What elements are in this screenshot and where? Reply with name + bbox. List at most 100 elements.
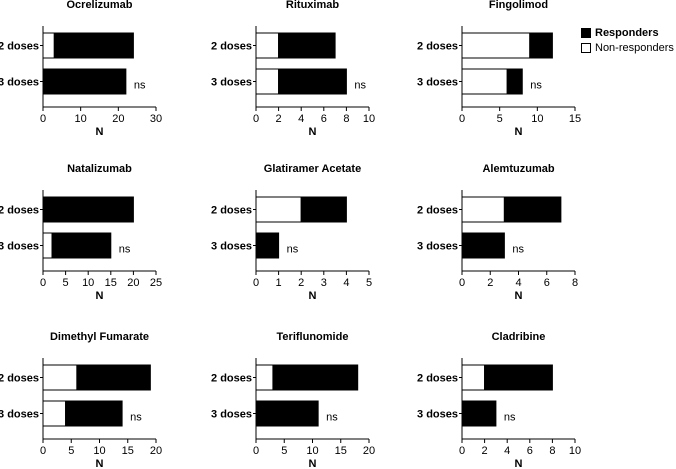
x-axis-label: N bbox=[515, 458, 523, 469]
category-label: 3 doses bbox=[211, 241, 252, 253]
x-tick-label: 20 bbox=[363, 445, 375, 457]
x-tick-label: 6 bbox=[544, 277, 550, 289]
x-tick-label: 0 bbox=[253, 277, 259, 289]
bar-non-responders bbox=[42, 232, 53, 259]
bar-responders bbox=[255, 400, 319, 427]
significance-label: ns bbox=[119, 244, 131, 256]
panel-natalizumab: Natalizumab 2 doses 3 doses ns 0 5 10 15 20 25 N bbox=[0, 163, 162, 302]
x-tick-label: 4 bbox=[515, 277, 521, 289]
panel-title: Ocrelizumab bbox=[66, 0, 132, 11]
category-label: 3 doses bbox=[0, 409, 39, 421]
panel-rituximab: Rituximab 2 doses 3 doses ns 0 2 4 6 8 10 N bbox=[211, 0, 375, 138]
category-label: 2 doses bbox=[0, 205, 39, 217]
x-tick-label: 5 bbox=[68, 445, 74, 457]
x-tick-label: 5 bbox=[281, 445, 287, 457]
significance-label: ns bbox=[504, 412, 516, 424]
significance-label: ns bbox=[530, 80, 542, 92]
x-tick-label: 0 bbox=[40, 277, 46, 289]
bar-responders bbox=[506, 68, 523, 95]
bar-non-responders bbox=[255, 32, 280, 59]
legend: Responders Non-responders bbox=[581, 25, 674, 55]
category-label: 2 doses bbox=[211, 205, 252, 217]
bar-non-responders bbox=[255, 196, 302, 223]
bar-responders bbox=[53, 32, 134, 59]
x-tick-label: 2 bbox=[276, 113, 282, 125]
bar-non-responders bbox=[461, 68, 508, 95]
x-axis-label: N bbox=[96, 290, 104, 302]
category-label: 3 doses bbox=[417, 409, 458, 421]
bar-non-responders bbox=[461, 32, 531, 59]
significance-label: ns bbox=[287, 244, 299, 256]
x-tick-label: 10 bbox=[93, 445, 105, 457]
x-tick-label: 6 bbox=[527, 445, 533, 457]
bar-non-responders bbox=[255, 364, 274, 391]
bar-responders bbox=[300, 196, 347, 223]
x-tick-label: 5 bbox=[366, 277, 372, 289]
panel-title: Alemtuzumab bbox=[482, 163, 554, 175]
bar-non-responders bbox=[461, 196, 505, 223]
panel-title: Cladribine bbox=[492, 331, 546, 343]
non-responders-swatch bbox=[581, 42, 591, 53]
x-tick-label: 0 bbox=[253, 113, 259, 125]
bar-responders bbox=[65, 400, 123, 427]
category-label: 3 doses bbox=[417, 241, 458, 253]
x-tick-label: 10 bbox=[363, 113, 375, 125]
x-axis-label: N bbox=[309, 126, 317, 138]
panel-title: Glatiramer Acetate bbox=[264, 163, 361, 175]
bar-responders bbox=[461, 232, 505, 259]
x-axis-label: N bbox=[96, 126, 104, 138]
x-tick-label: 8 bbox=[343, 113, 349, 125]
panel-ocrelizumab: Ocrelizumab 2 doses 3 doses ns 0 10 20 30 N bbox=[0, 0, 162, 138]
category-label: 2 doses bbox=[211, 41, 252, 53]
bar-responders bbox=[278, 68, 347, 95]
panel-title: Rituximab bbox=[286, 0, 339, 11]
category-label: 2 doses bbox=[211, 373, 252, 385]
category-label: 2 doses bbox=[0, 41, 39, 53]
significance-label: ns bbox=[354, 80, 366, 92]
bar-responders bbox=[255, 232, 280, 259]
panel-title: Dimethyl Fumarate bbox=[50, 331, 149, 343]
category-label: 2 doses bbox=[417, 205, 458, 217]
x-tick-label: 4 bbox=[298, 113, 304, 125]
x-tick-label: 25 bbox=[150, 277, 162, 289]
x-tick-label: 5 bbox=[497, 113, 503, 125]
x-tick-label: 15 bbox=[105, 277, 117, 289]
bar-responders bbox=[42, 68, 127, 95]
x-tick-label: 8 bbox=[572, 277, 578, 289]
x-tick-label: 0 bbox=[459, 113, 465, 125]
legend-item-responders: Responders bbox=[581, 25, 674, 40]
category-label: 3 doses bbox=[211, 409, 252, 421]
legend-label-non-responders: Non-responders bbox=[595, 41, 674, 54]
panel-title: Fingolimod bbox=[489, 0, 548, 11]
panel-teriflunomide: Teriflunomide 2 doses 3 doses ns 0 5 10 15 20 N bbox=[211, 331, 375, 469]
bar-responders bbox=[503, 196, 562, 223]
x-tick-label: 15 bbox=[122, 445, 134, 457]
x-tick-label: 10 bbox=[306, 445, 318, 457]
x-tick-label: 2 bbox=[482, 445, 488, 457]
x-tick-label: 4 bbox=[343, 277, 349, 289]
legend-label-responders: Responders bbox=[595, 26, 659, 39]
significance-label: ns bbox=[326, 412, 338, 424]
bar-responders bbox=[76, 364, 151, 391]
x-tick-label: 5 bbox=[63, 277, 69, 289]
category-label: 3 doses bbox=[211, 77, 252, 89]
x-tick-label: 10 bbox=[75, 113, 87, 125]
x-tick-label: 10 bbox=[82, 277, 94, 289]
x-tick-label: 15 bbox=[569, 113, 581, 125]
x-tick-label: 2 bbox=[487, 277, 493, 289]
category-label: 3 doses bbox=[0, 241, 39, 253]
x-tick-label: 8 bbox=[549, 445, 555, 457]
bar-non-responders bbox=[461, 364, 486, 391]
category-label: 2 doses bbox=[417, 373, 458, 385]
x-tick-label: 2 bbox=[298, 277, 304, 289]
x-tick-label: 1 bbox=[276, 277, 282, 289]
bar-non-responders bbox=[255, 68, 280, 95]
bar-responders bbox=[51, 232, 112, 259]
panel-alemtuzumab: Alemtuzumab 2 doses 3 doses ns 0 2 4 6 8 N bbox=[417, 163, 578, 302]
x-tick-label: 0 bbox=[40, 445, 46, 457]
x-axis-label: N bbox=[515, 290, 523, 302]
bar-responders bbox=[484, 364, 553, 391]
panel-title: Natalizumab bbox=[67, 163, 132, 175]
bar-responders bbox=[272, 364, 359, 391]
